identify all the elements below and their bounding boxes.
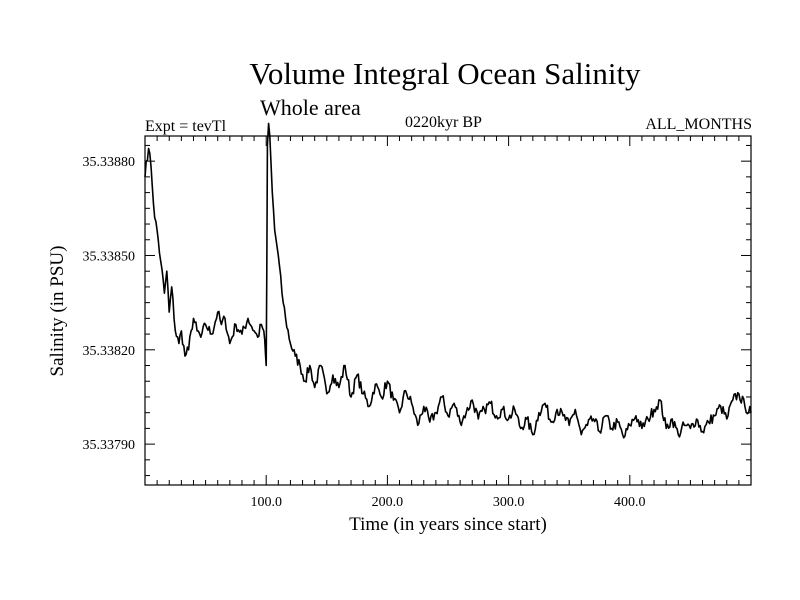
y-tick-label: 35.33850	[83, 249, 136, 264]
period-label: 0220kyr BP	[405, 114, 482, 131]
months-label: ALL_MONTHS	[645, 116, 752, 133]
experiment-label: Expt = tevTl	[145, 118, 227, 135]
y-axis-label: Salinity (in PSU)	[47, 246, 68, 377]
axis-tick-labels: 100.0 200.0 300.0 400.0 35.33790 35.33820 35.3…	[83, 155, 646, 510]
x-tick-label: 100.0	[250, 495, 282, 510]
axis-ticks	[145, 136, 751, 485]
x-tick-label: 400.0	[614, 495, 646, 510]
chart-subtitle: Whole area	[260, 95, 361, 120]
chart-title: Volume Integral Ocean Salinity	[249, 56, 641, 91]
salinity-series-line	[144, 122, 752, 439]
x-tick-label: 200.0	[372, 495, 404, 510]
plot-frame	[144, 135, 752, 486]
y-tick-label: 35.33790	[83, 438, 136, 453]
x-axis-label: Time (in years since start)	[349, 514, 547, 535]
y-tick-label: 35.33820	[83, 344, 136, 359]
y-tick-label: 35.33880	[83, 155, 136, 170]
x-tick-label: 300.0	[493, 495, 525, 510]
